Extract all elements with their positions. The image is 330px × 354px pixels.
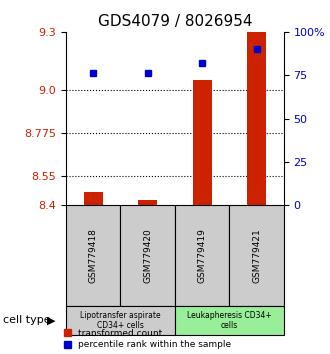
Text: cell type: cell type — [3, 315, 51, 325]
Bar — [193, 80, 212, 205]
Text: Lipotransfer aspirate
CD34+ cells: Lipotransfer aspirate CD34+ cells — [80, 311, 161, 330]
Text: ▶: ▶ — [47, 315, 55, 325]
Text: GSM779419: GSM779419 — [198, 228, 207, 283]
Text: GSM779421: GSM779421 — [252, 228, 261, 283]
Text: Leukapheresis CD34+
cells: Leukapheresis CD34+ cells — [187, 311, 272, 330]
Text: GSM779420: GSM779420 — [143, 228, 152, 283]
Bar — [247, 32, 266, 205]
Title: GDS4079 / 8026954: GDS4079 / 8026954 — [98, 14, 252, 29]
Legend: transformed count, percentile rank within the sample: transformed count, percentile rank withi… — [64, 329, 231, 349]
Bar — [84, 192, 103, 205]
Bar — [138, 200, 157, 205]
Text: GSM779418: GSM779418 — [89, 228, 98, 283]
